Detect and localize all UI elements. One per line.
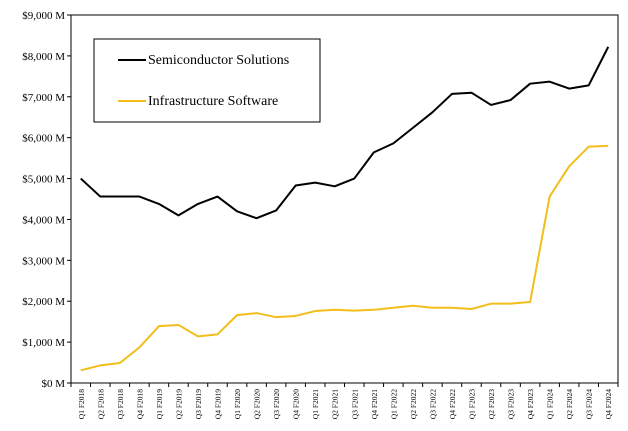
x-tick-label: Q1 F2020 [233,389,242,419]
legend: Semiconductor Solutions Infrastructure S… [93,38,321,123]
x-tick-label: Q4 F2022 [448,389,457,419]
x-tick-label: Q4 F2019 [214,389,223,419]
x-tick-label: Q2 F2019 [174,389,183,419]
x-tick-label: Q2 F2021 [331,389,340,419]
x-tick-label: Q1 F2022 [389,389,398,419]
y-tick-label: $1,000 M [22,337,65,349]
series-lines [80,46,610,372]
x-tick-label: Q1 F2019 [155,389,164,419]
x-tick-label: Q1 F2021 [311,389,320,419]
x-tick-label: Q2 F2024 [565,389,574,419]
y-axis-ticks: $0 M $1,000 M $2,000 M $3,000 M $4,000 M $5,0… [22,10,71,390]
x-tick-label: Q3 F2018 [116,389,125,419]
series-line-1 [80,144,609,372]
y-tick-label: $6,000 M [22,133,65,145]
y-tick-label: $5,000 M [22,174,65,186]
x-tick-label: Q1 F2018 [77,389,86,419]
x-tick-label: Q1 F2023 [467,389,476,419]
y-tick-label: $2,000 M [22,296,65,308]
x-tick-label: Q4 F2021 [370,389,379,419]
x-tick-label: Q3 F2021 [350,389,359,419]
y-tick-label: $8,000 M [22,51,65,63]
x-tick-label: Q2 F2022 [409,389,418,419]
legend-label-semiconductor: Semiconductor Solutions [148,53,289,68]
x-tick-label: Q1 F2024 [546,389,555,419]
x-tick-label: Q2 F2020 [253,389,262,419]
y-tick-label: $4,000 M [22,214,65,226]
x-tick-label: Q2 F2023 [487,389,496,419]
x-tick-label: Q3 F2022 [428,389,437,419]
x-tick-label: Q2 F2018 [96,389,105,419]
x-tick-label: Q4 F2018 [135,389,144,419]
x-tick-label: Q4 F2020 [292,389,301,419]
y-tick-label: $7,000 M [22,92,65,104]
series-line-0 [80,46,610,220]
x-tick-label: Q3 F2020 [272,389,281,419]
x-tick-label: Q4 F2024 [604,389,613,419]
x-tick-label: Q3 F2019 [194,389,203,419]
y-tick-label: $0 M [41,378,65,390]
legend-box [93,38,321,123]
x-tick-label: Q3 F2023 [507,389,516,419]
x-axis-ticks: Q1 F2018 Q2 F2018 Q3 F2018 Q4 F2018 Q1 F2019… [70,383,619,419]
y-tick-label: $9,000 M [22,10,65,22]
x-tick-label: Q3 F2024 [585,389,594,419]
x-tick-label: Q4 F2023 [526,389,535,419]
y-tick-label: $3,000 M [22,255,65,267]
legend-label-infrastructure: Infrastructure Software [148,94,278,109]
